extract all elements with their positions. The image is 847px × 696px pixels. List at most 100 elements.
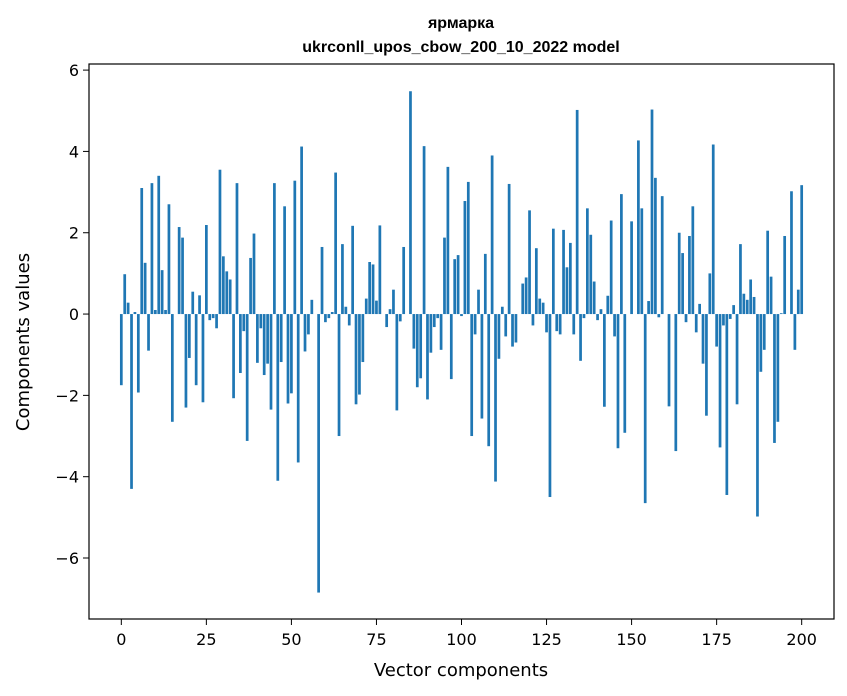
bar-component-69 <box>354 314 358 405</box>
bar-component-192 <box>773 314 776 443</box>
bar-component-38 <box>249 257 252 315</box>
bar-component-152 <box>637 140 640 315</box>
y-tick-label: −4 <box>55 468 79 487</box>
bar-component-135 <box>579 314 582 361</box>
x-tick-label: 125 <box>531 630 562 649</box>
bar-component-120 <box>528 210 531 315</box>
bar-component-166 <box>684 314 688 323</box>
bar-component-96 <box>446 166 450 315</box>
bar-component-79 <box>388 309 392 315</box>
bar-component-103 <box>470 314 474 437</box>
bar-component-161 <box>667 314 671 407</box>
bar-component-126 <box>548 314 552 498</box>
bar-component-17 <box>177 227 181 315</box>
bar-component-127 <box>551 228 555 315</box>
bar-component-35 <box>239 314 242 374</box>
bar-component-118 <box>521 283 525 315</box>
bar-component-37 <box>245 314 249 441</box>
x-tick-label: 175 <box>701 630 732 649</box>
bar-component-110 <box>494 314 497 482</box>
bar-component-170 <box>698 303 701 315</box>
bar-component-51 <box>293 180 297 315</box>
bar-component-174 <box>711 144 715 315</box>
bar-component-74 <box>371 264 375 315</box>
bar-component-7 <box>143 262 147 315</box>
bar-component-200 <box>800 185 804 315</box>
bar-component-131 <box>565 267 569 315</box>
bar-component-27 <box>211 314 215 319</box>
bar-component-4 <box>133 312 137 315</box>
x-tick-label: 0 <box>116 630 126 649</box>
bar-component-28 <box>215 314 218 329</box>
bar-component-108 <box>487 314 491 447</box>
bar-component-92 <box>432 314 436 328</box>
bar-component-159 <box>660 196 664 315</box>
bar-component-145 <box>613 314 616 337</box>
bar-component-64 <box>337 314 341 437</box>
bar-component-78 <box>385 314 389 328</box>
bar-component-197 <box>790 191 793 315</box>
bar-component-186 <box>752 296 756 315</box>
bar-component-188 <box>759 314 763 372</box>
y-tick-label: 2 <box>69 224 79 243</box>
x-tick-label: 200 <box>786 630 817 649</box>
bar-component-176 <box>718 314 722 448</box>
y-axis-ticks: −6 −4 −2 0 2 4 6 <box>55 61 89 568</box>
bar-component-30 <box>222 256 225 315</box>
bar-component-190 <box>766 230 770 315</box>
bar-component-32 <box>228 279 232 315</box>
bar-component-53 <box>300 146 303 315</box>
bar-component-59 <box>320 246 324 315</box>
bar-component-112 <box>500 306 504 315</box>
bar-component-18 <box>181 237 184 315</box>
bar-component-73 <box>368 262 372 315</box>
bar-component-80 <box>392 289 395 315</box>
bar-component-44 <box>269 314 273 410</box>
bar-component-198 <box>793 314 797 350</box>
bar-component-153 <box>640 208 644 315</box>
bar-component-70 <box>358 314 361 395</box>
bar-component-40 <box>256 314 259 363</box>
bar-component-194 <box>779 313 783 315</box>
bar-component-142 <box>603 314 606 407</box>
bar-component-72 <box>364 298 368 315</box>
bar-component-95 <box>443 237 446 315</box>
bar-component-168 <box>691 206 695 315</box>
chart-subtitle: ukrconll_upos_cbow_200_10_2022 model <box>302 39 619 56</box>
bar-component-163 <box>674 314 678 452</box>
bar-component-140 <box>596 314 599 321</box>
bar-component-2 <box>126 302 130 315</box>
bar-component-102 <box>466 181 470 315</box>
bar-component-193 <box>776 314 780 422</box>
bar-component-178 <box>725 314 729 495</box>
bar-component-150 <box>630 221 633 315</box>
bar-component-177 <box>722 314 725 326</box>
bar-component-157 <box>654 177 657 315</box>
bar-component-46 <box>276 314 280 481</box>
bar-component-52 <box>296 314 300 463</box>
bar-component-139 <box>592 281 596 315</box>
bar-component-31 <box>225 271 229 315</box>
bar-component-21 <box>191 291 195 315</box>
bar-component-137 <box>586 208 589 315</box>
bar-component-42 <box>262 314 266 376</box>
bar-component-71 <box>361 314 365 363</box>
x-tick-label: 150 <box>616 630 647 649</box>
bar-component-147 <box>620 194 623 315</box>
bar-component-138 <box>589 234 593 315</box>
bar-component-133 <box>572 314 576 335</box>
bar-component-50 <box>290 314 293 394</box>
bar-component-48 <box>283 206 286 315</box>
bar-component-22 <box>194 314 198 386</box>
bar-component-82 <box>398 314 402 322</box>
bar-component-33 <box>232 314 235 399</box>
bar-component-124 <box>541 302 545 315</box>
bar-component-171 <box>701 314 705 364</box>
chart-title: ярмарка <box>427 15 494 32</box>
bar-component-141 <box>599 309 603 315</box>
bar-component-13 <box>164 309 167 315</box>
bar-component-11 <box>157 175 161 315</box>
bar-component-63 <box>334 172 337 315</box>
bar-component-173 <box>708 273 712 315</box>
bar-component-113 <box>504 314 508 337</box>
